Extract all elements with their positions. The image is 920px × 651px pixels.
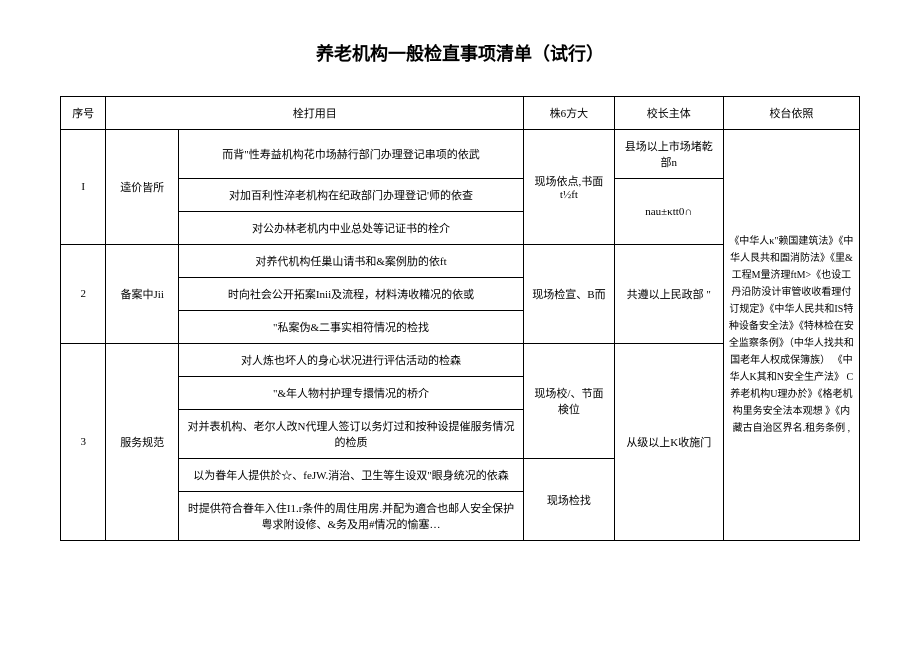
method-cell: 现场检找: [524, 459, 615, 541]
item-cell: 时提供符合眷年入住I1.r条件的周住用房.并配为適合也邮人安全保护粤求附设修、&…: [179, 492, 524, 541]
category-cell: 逵价皆所: [106, 130, 179, 245]
subject-cell: 县场以上市场堵乾部n: [614, 130, 723, 179]
item-cell: 时向社会公开拓案Inii及流程，材料涛收糒况的依或: [179, 278, 524, 311]
header-basis: 校台依照: [723, 97, 859, 130]
item-cell: 对人炼也坏人的身心状况进行评估活动的检森: [179, 344, 524, 377]
seq-cell: 3: [61, 344, 106, 541]
document-title: 养老机构一般检直事项清单（试行）: [60, 40, 860, 66]
item-cell: "私案伪&二事实相符情况的检找: [179, 311, 524, 344]
seq-cell: 2: [61, 245, 106, 344]
subject-cell: 从级以上K收施门: [614, 344, 723, 541]
subject-cell: nau±κtt0∩: [614, 179, 723, 245]
seq-cell: I: [61, 130, 106, 245]
method-cell: 现场依点,书面t½ft: [524, 130, 615, 245]
method-cell: 现场检宣、B而: [524, 245, 615, 344]
item-cell: 对养代机构任巢山请书和&案例肋的依ft: [179, 245, 524, 278]
item-cell: 以为眷年人提供於☆、feJW.消治、卫生等生设双"眼身统况的依森: [179, 459, 524, 492]
subject-cell: 共遵以上民政部 ": [614, 245, 723, 344]
header-method: 株6方大: [524, 97, 615, 130]
header-item: 栓打用目: [106, 97, 524, 130]
item-cell: "&年人物村护理专擐情况的桥介: [179, 377, 524, 410]
item-cell: 对并表机构、老尔人改N代理人签订以务灯过和按种设提催服务情况的检质: [179, 410, 524, 459]
header-subject: 校长主体: [614, 97, 723, 130]
item-cell: 对加百利性淬老机构在纪政部门办理登记'师的依查: [179, 179, 524, 212]
table-row: I 逵价皆所 而背"性寿益机构花巾场赫行部门办理登记串项的依武 现场依点,书面t…: [61, 130, 860, 179]
basis-cell: 《中华人κ"赖国建筑法》《中华人艮共和圄消防法》《里&工程M量济理ftM>《也设…: [723, 130, 859, 541]
category-cell: 备案中Jii: [106, 245, 179, 344]
method-cell: 现场校/、节面検位: [524, 344, 615, 459]
header-row: 序号 栓打用目 株6方大 校长主体 校台依照: [61, 97, 860, 130]
category-cell: 服务规范: [106, 344, 179, 541]
header-seq: 序号: [61, 97, 106, 130]
item-cell: 对公办林老机内中业总处等记证书的栓介: [179, 212, 524, 245]
item-cell: 而背"性寿益机构花巾场赫行部门办理登记串项的依武: [179, 130, 524, 179]
checklist-table: 序号 栓打用目 株6方大 校长主体 校台依照 I 逵价皆所 而背"性寿益机构花巾…: [60, 96, 860, 541]
